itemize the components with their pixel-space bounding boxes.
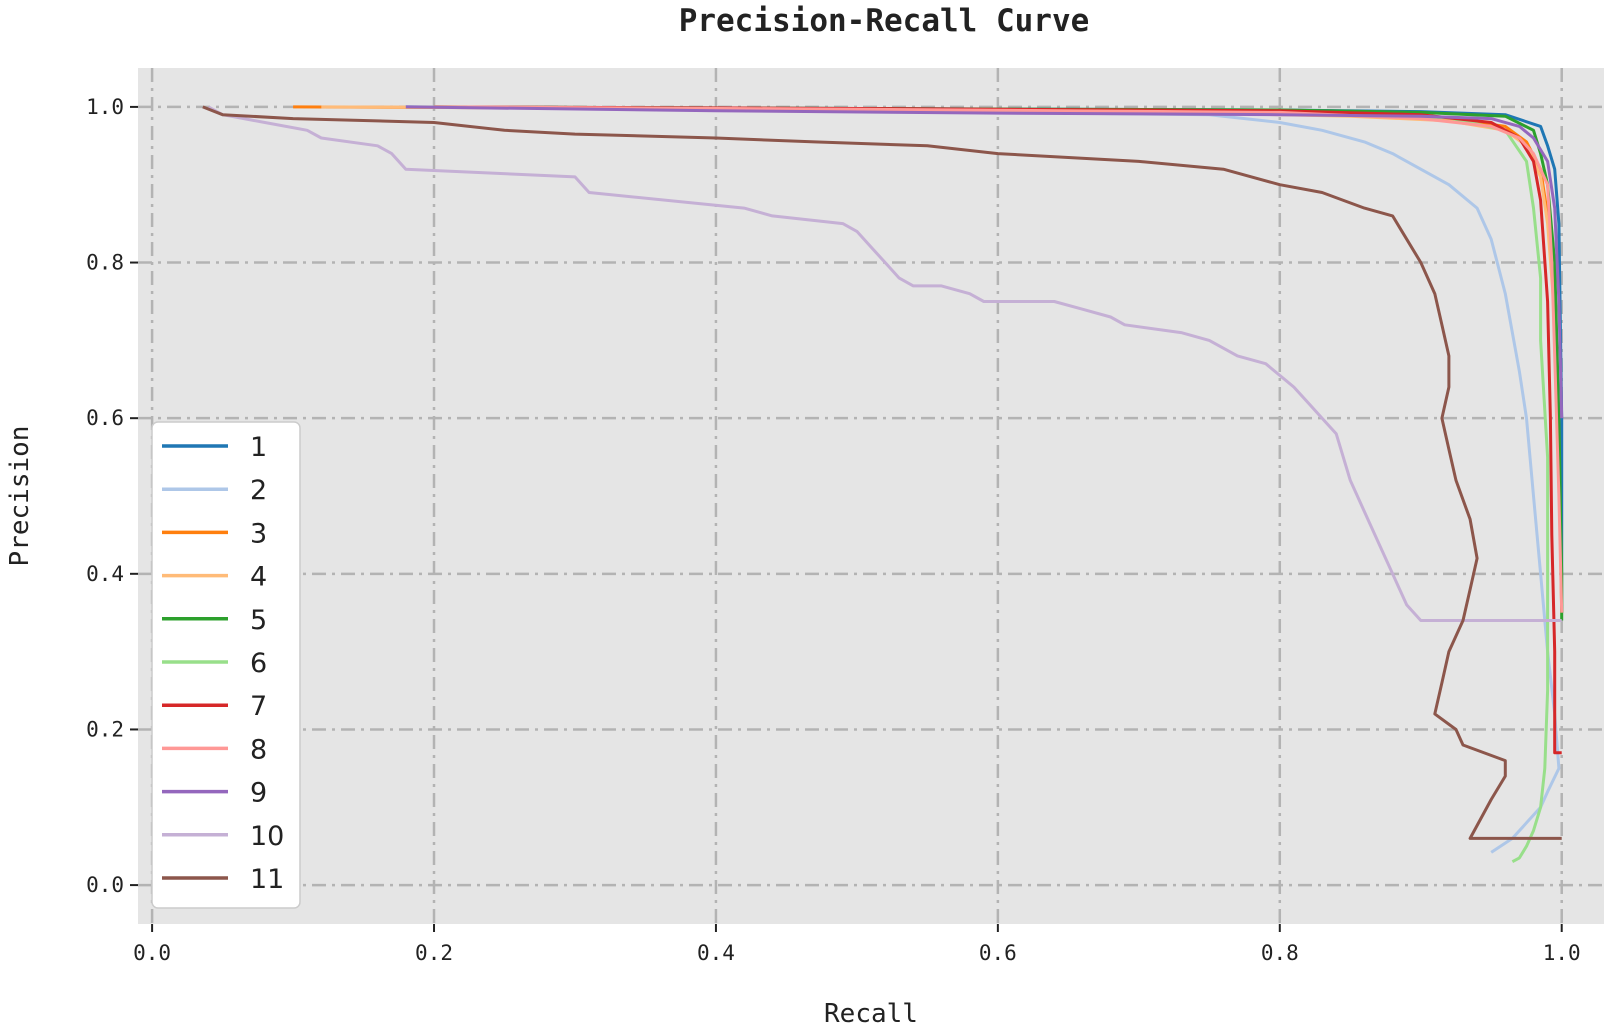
x-tick-label: 0.0 xyxy=(133,941,171,965)
series-line-7 xyxy=(433,105,1562,755)
legend-label-4: 4 xyxy=(250,562,267,593)
legend-label-5: 5 xyxy=(250,605,267,636)
y-tick-label: 0.4 xyxy=(86,562,124,586)
x-tick-label: 1.0 xyxy=(1543,941,1581,965)
y-tick-label: 0.2 xyxy=(86,717,124,741)
legend-label-11: 11 xyxy=(250,864,284,895)
y-tick-label: 0.8 xyxy=(86,251,124,275)
legend-box xyxy=(151,421,301,909)
legend-label-8: 8 xyxy=(250,734,267,765)
chart-title: Precision-Recall Curve xyxy=(679,3,1090,39)
x-tick-label: 0.6 xyxy=(979,941,1017,965)
legend-label-9: 9 xyxy=(250,778,267,809)
legend-label-7: 7 xyxy=(250,691,267,722)
series-line-11 xyxy=(202,105,1562,840)
x-tick-label: 0.4 xyxy=(697,941,735,965)
series-lines xyxy=(202,105,1564,864)
plot-area xyxy=(138,68,1604,924)
y-tick-label: 0.0 xyxy=(86,873,124,897)
series-line-8 xyxy=(433,105,1564,613)
y-axis-label: Precision xyxy=(5,426,35,567)
legend-label-10: 10 xyxy=(250,821,284,852)
gridlines xyxy=(138,68,1604,924)
x-tick-label: 0.8 xyxy=(1261,941,1299,965)
x-tick-label: 0.2 xyxy=(415,941,453,965)
legend: 1 2 3 4 5 6 7 8 9 10 11 xyxy=(151,421,301,909)
series-line-10 xyxy=(207,105,1562,622)
y-tick-label: 1.0 xyxy=(86,95,124,119)
legend-label-1: 1 xyxy=(250,432,267,463)
y-tick-label: 0.6 xyxy=(86,406,124,430)
legend-label-2: 2 xyxy=(250,475,267,506)
series-line-9 xyxy=(405,105,1564,419)
x-axis-label: Recall xyxy=(824,999,918,1029)
legend-label-3: 3 xyxy=(250,518,267,549)
axis-ticks: 0.0 0.2 0.4 0.6 0.8 1.0 0.0 0.2 0.4 0.6 0.8 1.0 xyxy=(86,95,1581,965)
legend-label-6: 6 xyxy=(250,648,267,679)
series-line-2 xyxy=(405,105,1561,854)
